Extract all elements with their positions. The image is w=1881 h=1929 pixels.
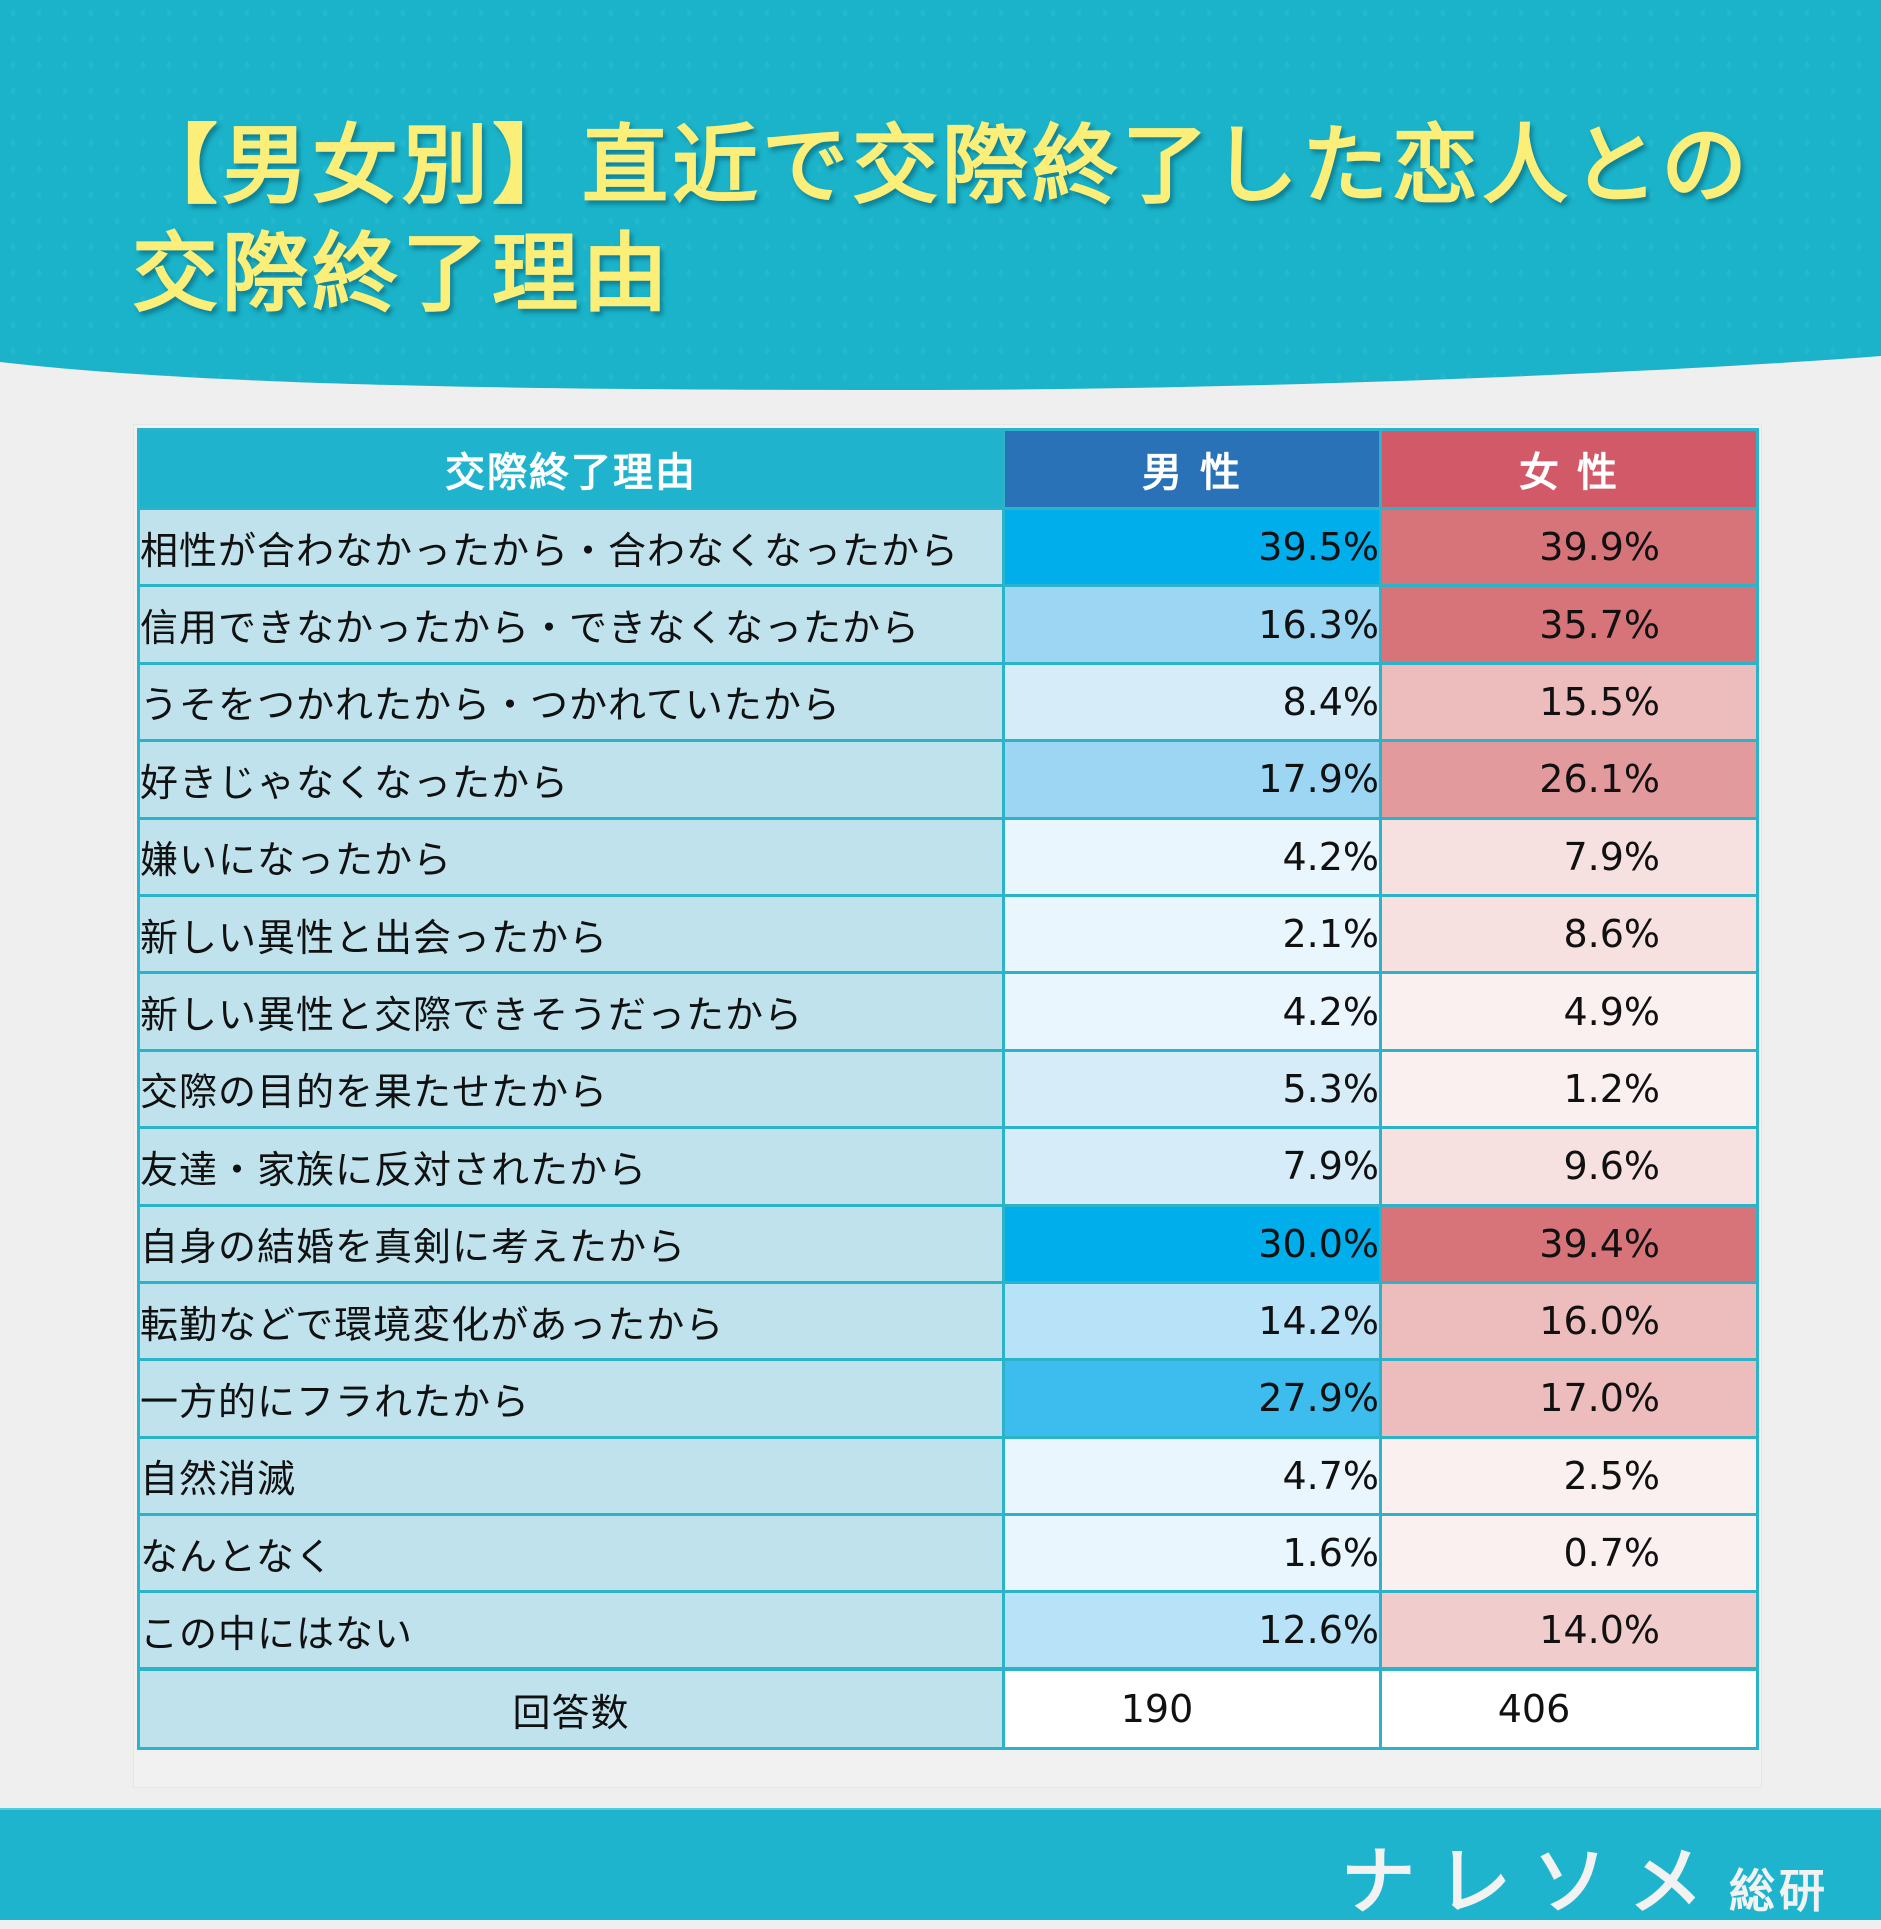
row-label: 転勤などで環境変化があったから bbox=[137, 1280, 1005, 1362]
table-header-row: 交際終了理由 男 性 女 性 bbox=[137, 428, 1759, 510]
female-value-cell: 17.0% bbox=[1379, 1358, 1759, 1439]
title-line-2: 交際終了理由 bbox=[132, 224, 672, 324]
male-value-cell: 30.0% bbox=[1002, 1203, 1382, 1284]
row-label: 相性が合わなかったから・合わなくなったから bbox=[137, 506, 1005, 588]
row-label: 信用できなかったから・できなくなったから bbox=[137, 584, 1005, 665]
table-row: 相性が合わなかったから・合わなくなったから 39.5% 39.9% bbox=[137, 506, 1759, 588]
table-row: 交際の目的を果たせたから 5.3% 1.2% bbox=[137, 1048, 1759, 1130]
male-value-cell: 1.6% bbox=[1002, 1513, 1382, 1594]
count-female: 406 bbox=[1379, 1667, 1759, 1750]
row-label: 自身の結婚を真剣に考えたから bbox=[137, 1203, 1005, 1284]
title-line-1: 【男女別】直近で交際終了した恋人との bbox=[132, 116, 1752, 216]
row-label: この中にはない bbox=[137, 1590, 1005, 1671]
respondent-count-row: 回答数 190 406 bbox=[137, 1667, 1759, 1750]
male-value-cell: 12.6% bbox=[1002, 1590, 1382, 1671]
table-row: 信用できなかったから・できなくなったから 16.3% 35.7% bbox=[137, 584, 1759, 665]
table-row: 友達・家族に反対されたから 7.9% 9.6% bbox=[137, 1126, 1759, 1207]
male-value-cell: 4.2% bbox=[1002, 816, 1382, 897]
row-label: 新しい異性と交際できそうだったから bbox=[137, 971, 1005, 1052]
row-label: なんとなく bbox=[137, 1513, 1005, 1594]
table-row: 転勤などで環境変化があったから 14.2% 16.0% bbox=[137, 1280, 1759, 1362]
row-label: 交際の目的を果たせたから bbox=[137, 1048, 1005, 1130]
male-value-cell: 4.2% bbox=[1002, 971, 1382, 1052]
footer-band: ナレソメ総研 bbox=[0, 1808, 1881, 1925]
female-value-cell: 14.0% bbox=[1379, 1590, 1759, 1671]
column-header-reason: 交際終了理由 bbox=[137, 428, 1005, 510]
female-value-cell: 16.0% bbox=[1379, 1280, 1759, 1362]
table-row: この中にはない 12.6% 14.0% bbox=[137, 1590, 1759, 1671]
logo-sub-text: 総研 bbox=[1729, 1864, 1829, 1918]
female-value-cell: 15.5% bbox=[1379, 661, 1759, 743]
male-value-cell: 16.3% bbox=[1002, 584, 1382, 665]
table-row: なんとなく 1.6% 0.7% bbox=[137, 1513, 1759, 1594]
male-value-cell: 8.4% bbox=[1002, 661, 1382, 743]
row-label: 友達・家族に反対されたから bbox=[137, 1126, 1005, 1207]
column-header-male: 男 性 bbox=[1002, 428, 1382, 510]
female-value-cell: 8.6% bbox=[1379, 893, 1759, 975]
row-label: 自然消滅 bbox=[137, 1435, 1005, 1517]
male-value-cell: 7.9% bbox=[1002, 1126, 1382, 1207]
count-male: 190 bbox=[1002, 1667, 1382, 1750]
male-value-cell: 17.9% bbox=[1002, 739, 1382, 820]
female-value-cell: 0.7% bbox=[1379, 1513, 1759, 1594]
header-background bbox=[0, 0, 1881, 390]
male-value-cell: 27.9% bbox=[1002, 1358, 1382, 1439]
table-row: 嫌いになったから 4.2% 7.9% bbox=[137, 816, 1759, 897]
female-value-cell: 39.9% bbox=[1379, 506, 1759, 588]
female-value-cell: 26.1% bbox=[1379, 739, 1759, 820]
row-label: 一方的にフラれたから bbox=[137, 1358, 1005, 1439]
brand-logo: ナレソメ総研 bbox=[1341, 1822, 1829, 1929]
male-value-cell: 2.1% bbox=[1002, 893, 1382, 975]
row-label: 新しい異性と出会ったから bbox=[137, 893, 1005, 975]
female-value-cell: 35.7% bbox=[1379, 584, 1759, 665]
count-label: 回答数 bbox=[137, 1667, 1005, 1750]
male-value-cell: 4.7% bbox=[1002, 1435, 1382, 1517]
logo-main-text: ナレソメ bbox=[1341, 1839, 1725, 1925]
row-label: 好きじゃなくなったから bbox=[137, 739, 1005, 820]
female-value-cell: 4.9% bbox=[1379, 971, 1759, 1052]
table-row: 新しい異性と交際できそうだったから 4.2% 4.9% bbox=[137, 971, 1759, 1052]
table-row: うそをつかれたから・つかれていたから 8.4% 15.5% bbox=[137, 661, 1759, 743]
male-value-cell: 14.2% bbox=[1002, 1280, 1382, 1362]
female-value-cell: 2.5% bbox=[1379, 1435, 1759, 1517]
row-label: うそをつかれたから・つかれていたから bbox=[137, 661, 1005, 743]
data-table: 交際終了理由 男 性 女 性 相性が合わなかったから・合わなくなったから 39.5… bbox=[137, 428, 1759, 1750]
male-value-cell: 39.5% bbox=[1002, 506, 1382, 588]
table-row: 自然消滅 4.7% 2.5% bbox=[137, 1435, 1759, 1517]
female-value-cell: 39.4% bbox=[1379, 1203, 1759, 1284]
row-label: 嫌いになったから bbox=[137, 816, 1005, 897]
female-value-cell: 1.2% bbox=[1379, 1048, 1759, 1130]
female-value-cell: 9.6% bbox=[1379, 1126, 1759, 1207]
column-header-female: 女 性 bbox=[1379, 428, 1759, 510]
header-band: 【男女別】直近で交際終了した恋人との 交際終了理由 bbox=[0, 0, 1881, 400]
table-row: 一方的にフラれたから 27.9% 17.0% bbox=[137, 1358, 1759, 1439]
table-row: 新しい異性と出会ったから 2.1% 8.6% bbox=[137, 893, 1759, 975]
table-row: 自身の結婚を真剣に考えたから 30.0% 39.4% bbox=[137, 1203, 1759, 1284]
male-value-cell: 5.3% bbox=[1002, 1048, 1382, 1130]
table-row: 好きじゃなくなったから 17.9% 26.1% bbox=[137, 739, 1759, 820]
female-value-cell: 7.9% bbox=[1379, 816, 1759, 897]
page-title: 【男女別】直近で交際終了した恋人との 交際終了理由 bbox=[132, 112, 1852, 328]
